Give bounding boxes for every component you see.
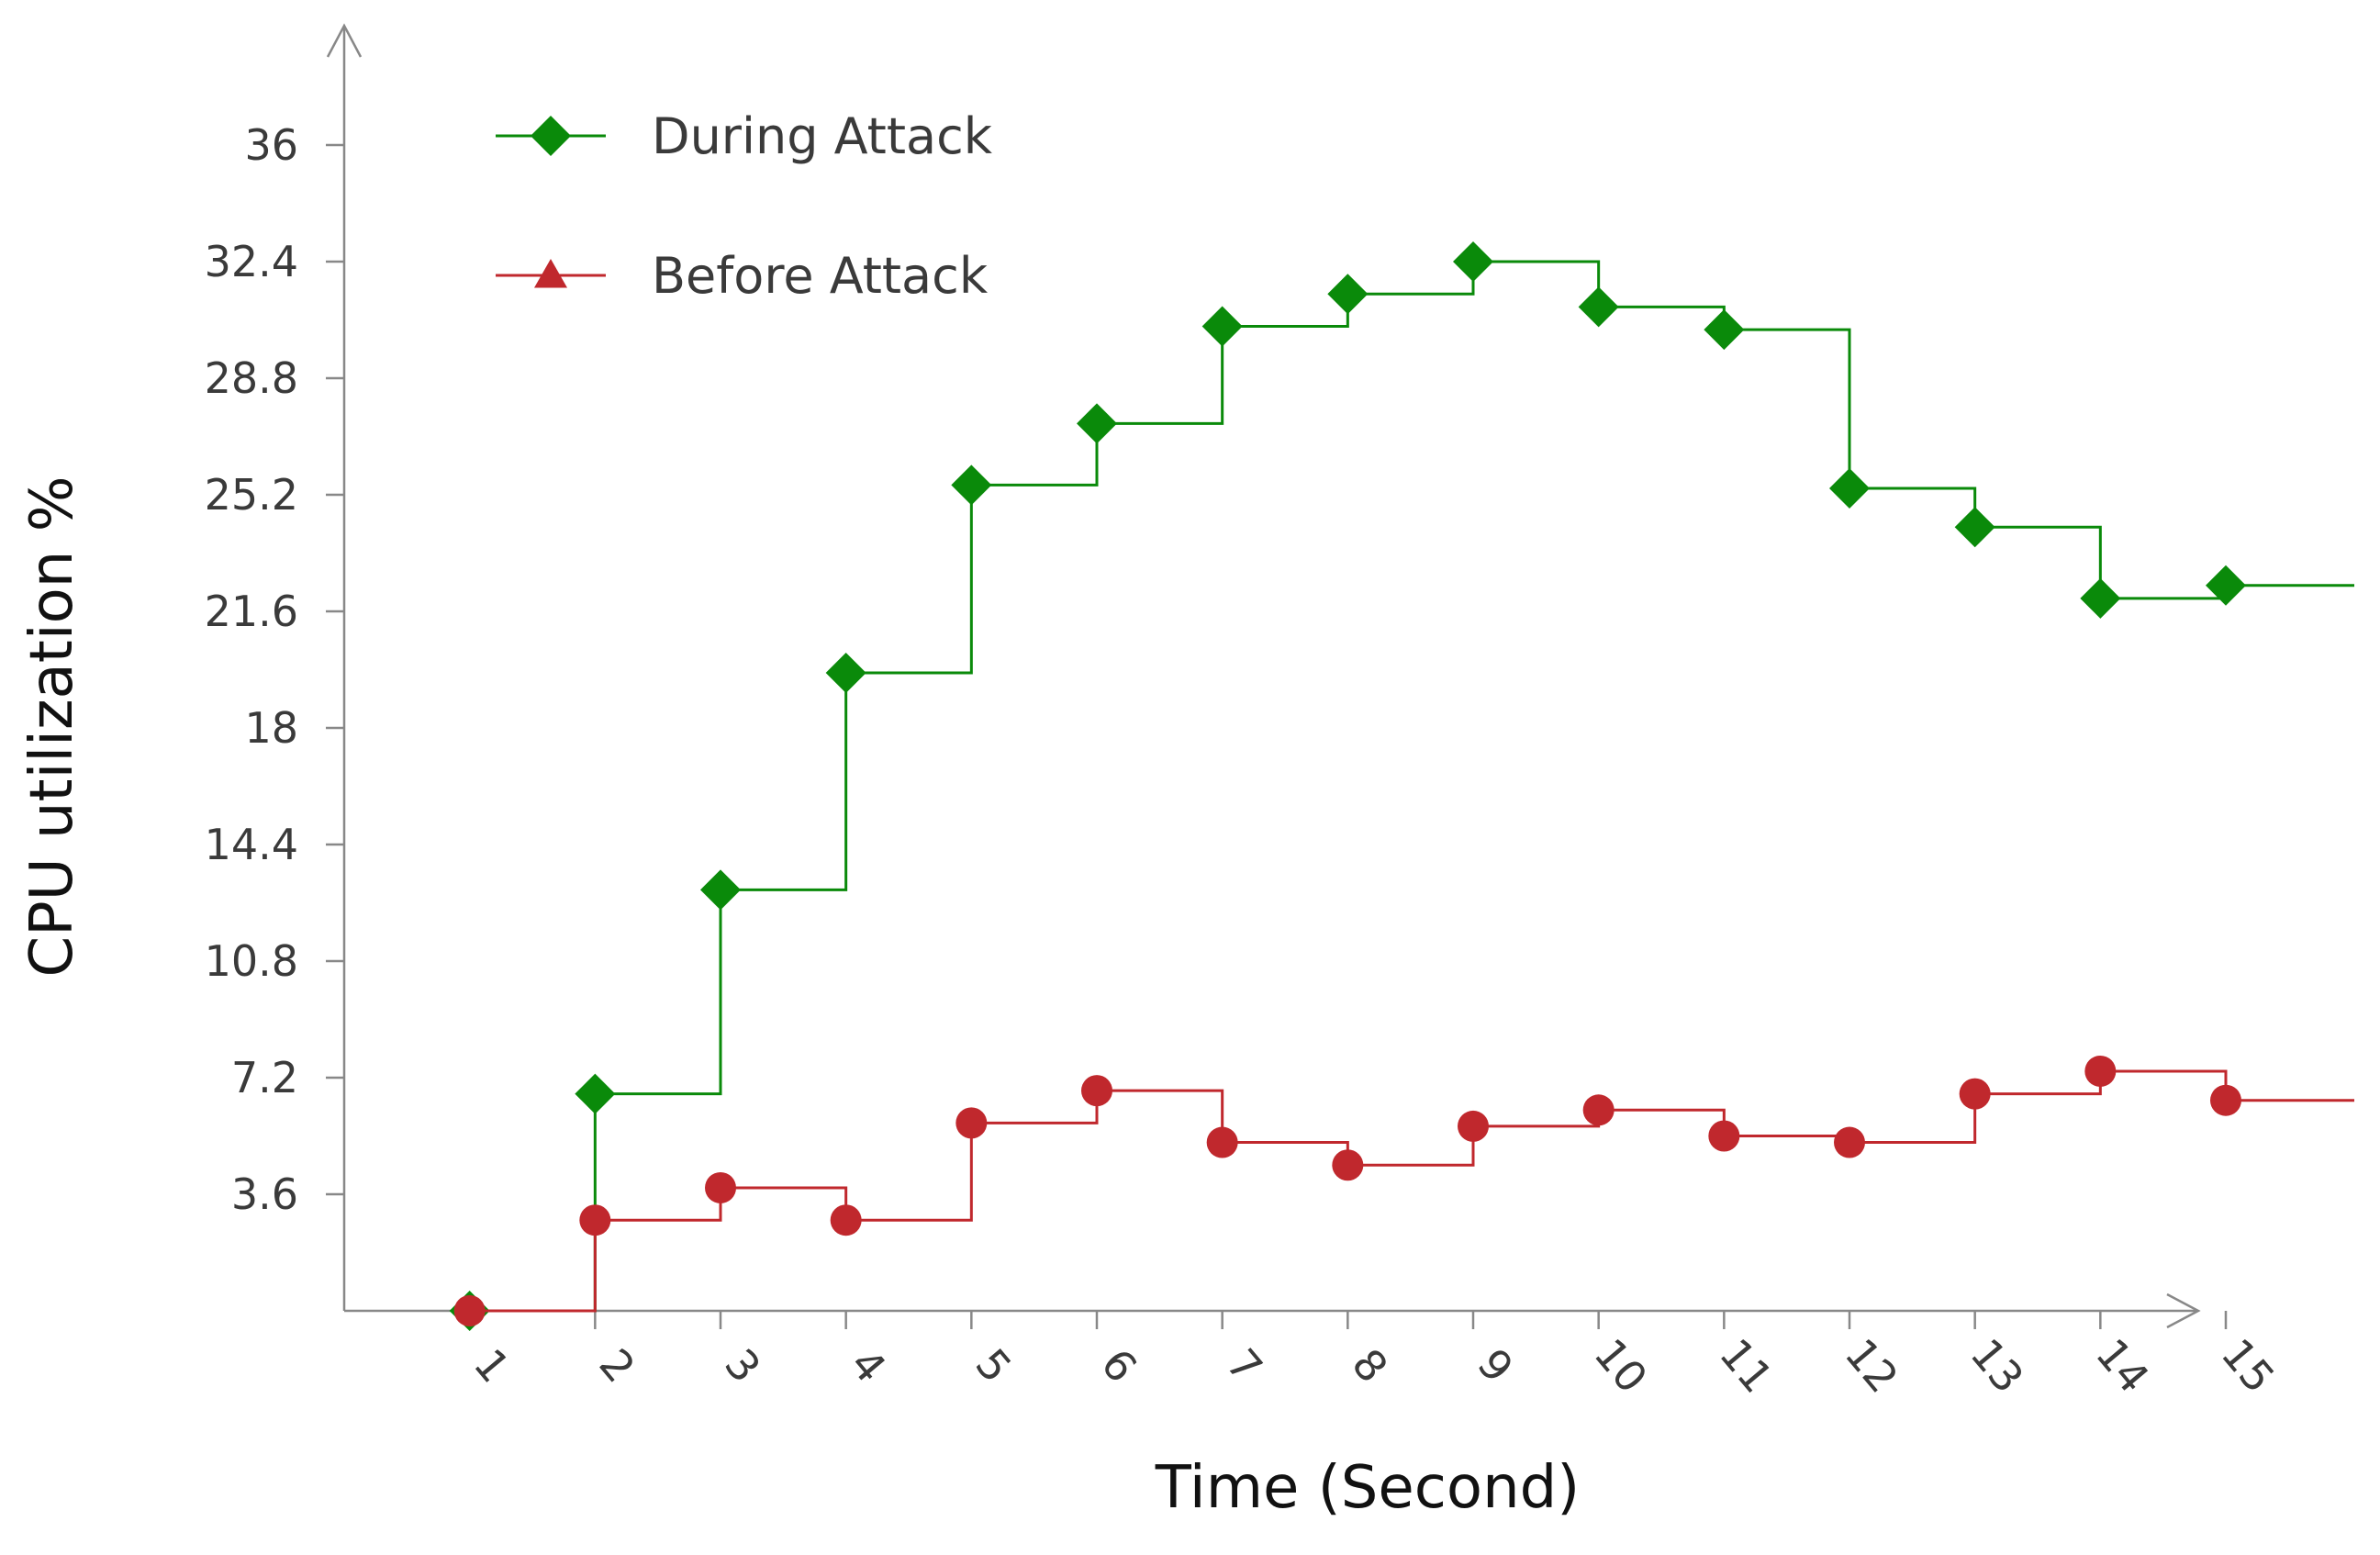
legend-marker <box>534 259 567 288</box>
data-point <box>1453 241 1493 282</box>
data-point <box>825 653 866 694</box>
x-tick-label: 13 <box>1961 1329 2033 1403</box>
data-point <box>1578 286 1619 328</box>
y-tick-label: 14.4 <box>205 820 298 869</box>
axes <box>326 23 2201 1329</box>
data-point <box>1704 309 1745 351</box>
series-before-attack <box>453 1055 2354 1326</box>
legend-item: During Attack <box>496 107 993 165</box>
data-point <box>705 1171 736 1203</box>
y-tick-label: 10.8 <box>205 936 298 986</box>
y-axis-arrow <box>326 23 363 58</box>
y-tick-label: 18 <box>244 703 298 753</box>
y-axis-ticks: 3.6 7.2 10.8 14.4 18 21.6 25.2 28.8 32.4 36 <box>205 120 344 1219</box>
x-tick-label: 4 <box>841 1339 896 1392</box>
data-point <box>1077 403 1117 444</box>
legend-label: Before Attack <box>652 247 989 305</box>
x-tick-label: 2 <box>589 1339 644 1392</box>
x-tick-label: 5 <box>966 1339 1021 1392</box>
data-point <box>1708 1120 1740 1152</box>
y-tick-label: 28.8 <box>205 353 298 403</box>
data-point <box>1458 1110 1489 1142</box>
series-line <box>469 1069 2354 1313</box>
legend-label: During Attack <box>652 107 993 165</box>
x-axis-arrow <box>2166 1292 2201 1329</box>
legend-item: Before Attack <box>496 247 989 305</box>
x-tick-label: 3 <box>715 1339 770 1392</box>
data-point <box>1201 306 1243 347</box>
data-point <box>579 1204 611 1236</box>
x-axis-title: Time (Second) <box>1155 1454 1580 1522</box>
data-point <box>1959 1078 1991 1110</box>
x-tick-label: 8 <box>1342 1339 1397 1392</box>
x-tick-label: 7 <box>1217 1339 1272 1392</box>
x-tick-label: 14 <box>2086 1329 2159 1403</box>
y-axis-title: CPU utilization % <box>18 475 86 977</box>
data-point <box>1206 1126 1238 1158</box>
x-tick-label: 15 <box>2212 1329 2285 1403</box>
x-tick-label: 10 <box>1584 1329 1657 1403</box>
data-point <box>2080 577 2121 619</box>
data-point <box>955 1107 988 1139</box>
y-tick-label: 25.2 <box>205 470 298 520</box>
data-point <box>2206 565 2246 606</box>
data-point <box>1582 1094 1615 1126</box>
data-point <box>830 1204 862 1236</box>
x-tick-label: 1 <box>464 1339 520 1392</box>
data-point <box>575 1073 616 1114</box>
series-during-attack <box>449 241 2354 1331</box>
x-axis-ticks: 1 2 3 4 5 6 7 8 9 10 11 12 13 14 15 <box>464 1311 2285 1402</box>
data-point <box>2084 1055 2117 1087</box>
y-tick-label: 36 <box>244 120 298 170</box>
y-tick-label: 3.6 <box>231 1169 298 1219</box>
series-line <box>469 260 2354 1313</box>
series-layer <box>449 241 2354 1331</box>
data-point <box>1829 467 1870 509</box>
data-point <box>1954 507 1995 548</box>
data-point <box>1327 274 1369 315</box>
x-tick-label: 9 <box>1468 1339 1523 1392</box>
data-point <box>1834 1126 1865 1158</box>
y-tick-label: 7.2 <box>231 1053 298 1102</box>
legend: During Attack Before Attack <box>496 107 993 305</box>
data-point <box>2210 1084 2241 1116</box>
data-point <box>700 869 741 911</box>
data-point <box>1081 1075 1112 1107</box>
x-tick-label: 6 <box>1091 1339 1146 1392</box>
data-point <box>453 1295 486 1326</box>
x-tick-label: 11 <box>1710 1329 1782 1403</box>
legend-marker <box>531 116 571 156</box>
data-point <box>1332 1149 1364 1181</box>
x-tick-label: 12 <box>1836 1329 1908 1403</box>
y-tick-label: 32.4 <box>205 237 298 286</box>
y-tick-label: 21.6 <box>205 587 298 636</box>
data-point <box>951 464 992 506</box>
